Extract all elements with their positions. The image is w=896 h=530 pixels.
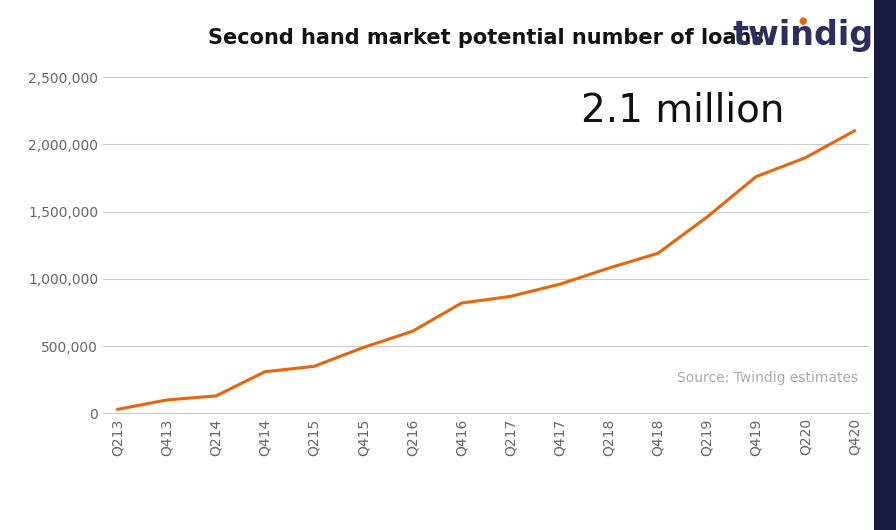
Text: 2.1 million: 2.1 million: [581, 92, 784, 130]
Title: Second hand market potential number of loans: Second hand market potential number of l…: [208, 28, 764, 48]
Text: twindig: twindig: [732, 19, 874, 51]
Text: Source: Twindig estimates: Source: Twindig estimates: [676, 372, 857, 385]
Text: ●: ●: [798, 16, 807, 26]
